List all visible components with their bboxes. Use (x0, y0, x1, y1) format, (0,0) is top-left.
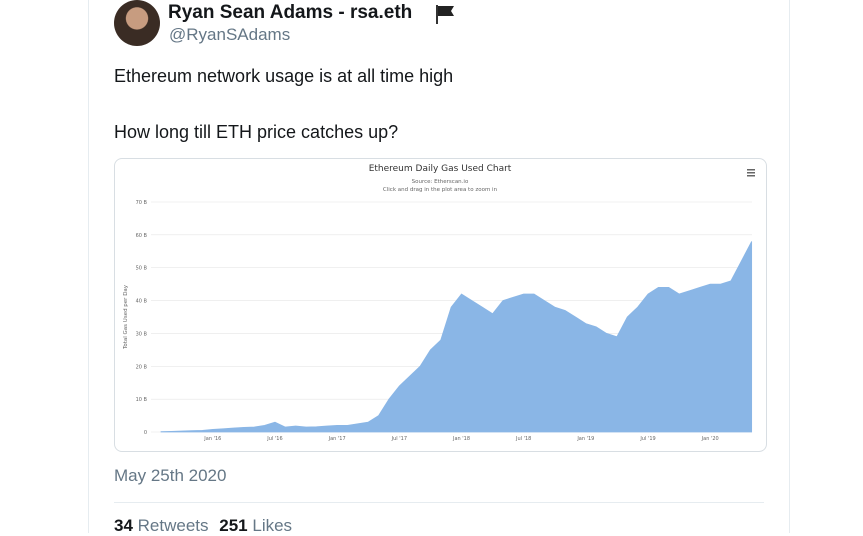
y-tick-label: 60 B (136, 233, 148, 239)
x-tick-label: Jul '17 (391, 436, 407, 442)
tweet-date: May 25th 2020 (114, 466, 227, 485)
x-tick-label: Jan '18 (452, 436, 470, 442)
stats: 34 Retweets 251 Likes (114, 516, 292, 536)
menu-icon[interactable] (747, 169, 755, 177)
tweet-text: How long till ETH price catches up? (114, 122, 399, 142)
x-tick-label: Jul '19 (639, 436, 655, 442)
y-tick-label: 40 B (136, 299, 148, 305)
y-tick-label: 20 B (136, 364, 148, 370)
retweet-label[interactable]: Retweets (137, 516, 209, 535)
chart-note: Click and drag in the plot area to zoom … (383, 187, 498, 193)
author-name[interactable]: Ryan Sean Adams - rsa.eth (168, 2, 413, 23)
card-border (88, 0, 89, 533)
y-tick-label: 0 (144, 430, 147, 436)
y-tick-label: 50 B (136, 266, 148, 272)
chart-subtitle: Source: Etherscan.io (412, 179, 469, 185)
retweet-count[interactable]: 34 (114, 516, 133, 535)
y-tick-label: 10 B (136, 397, 148, 403)
flag-icon (436, 5, 454, 24)
x-tick-label: Jul '16 (266, 436, 282, 442)
chart: Ethereum Daily Gas Used Chart Source: Et… (114, 158, 767, 452)
tweet-text: Ethereum network usage is at all time hi… (114, 66, 454, 86)
x-tick-label: Jan '20 (701, 436, 719, 442)
avatar[interactable] (114, 0, 160, 46)
area (160, 241, 753, 433)
x-tick-label: Jan '16 (203, 436, 221, 442)
y-tick-label: 70 B (136, 200, 148, 206)
x-tick-label: Jan '17 (328, 436, 346, 442)
author-handle[interactable]: @RyanSAdams (169, 25, 291, 44)
like-count[interactable]: 251 (219, 516, 248, 535)
y-tick-label: 30 B (136, 331, 148, 337)
card-border (789, 0, 790, 533)
divider (114, 502, 764, 503)
x-tick-label: Jan '19 (576, 436, 594, 442)
x-tick-label: Jul '18 (515, 436, 531, 442)
chart-title: Ethereum Daily Gas Used Chart (369, 164, 512, 174)
y-axis-label: Total Gas Used per Day (123, 284, 129, 350)
like-label[interactable]: Likes (252, 516, 293, 535)
